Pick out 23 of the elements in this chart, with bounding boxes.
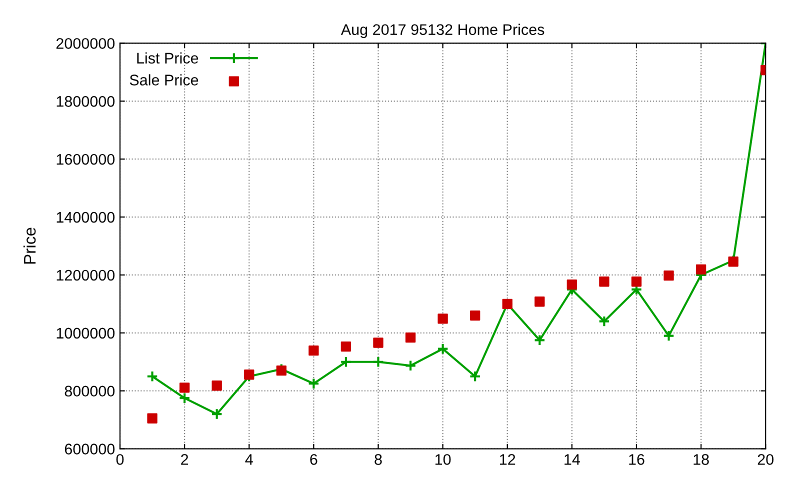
x-tick-label: 12 [500,454,516,465]
y-axis-title: Price [23,228,36,264]
legend-label: Sale Price [130,74,198,86]
x-tick-label: 8 [374,454,382,465]
y-tick-label: 1800000 [56,96,115,107]
y-tick-label: 2000000 [56,38,115,49]
y-tick-label: 1600000 [56,154,115,165]
y-tick-label: 1400000 [56,212,115,223]
x-tick-label: 16 [629,454,644,465]
x-tick-label: 20 [758,454,774,465]
x-tick-label: 14 [564,454,580,465]
y-tick-label: 1200000 [56,270,115,281]
y-tick-label: 800000 [64,386,115,397]
chart-title: Aug 2017 95132 Home Prices [340,24,544,38]
y-tick-label: 600000 [64,444,115,454]
x-tick-label: 10 [435,454,451,465]
x-tick-label: 0 [116,454,124,465]
y-tick-label: 1000000 [56,328,115,339]
x-tick-label: 6 [310,454,318,465]
legend-label: List Price [137,52,198,64]
x-tick-label: 4 [245,454,253,465]
x-tick-label: 18 [694,454,709,465]
x-tick-label: 2 [181,454,188,465]
